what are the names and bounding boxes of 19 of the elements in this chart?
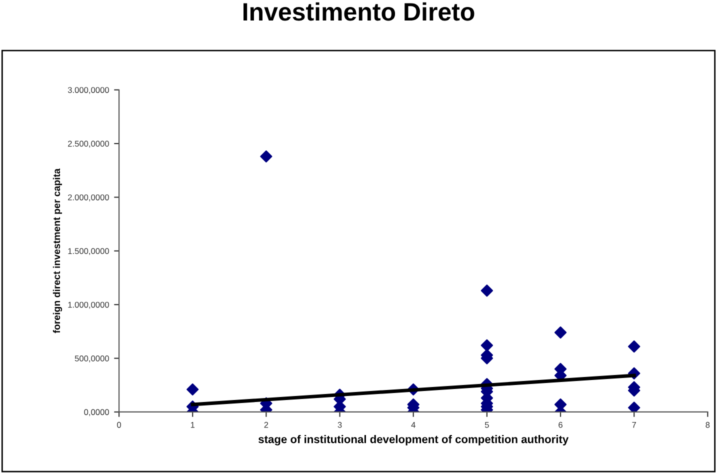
- x-axis-title: stage of institutional development of competition authority: [258, 435, 569, 446]
- chart-title: Investimento Direto: [243, 2, 474, 21]
- x-tick-label: 8: [706, 422, 710, 428]
- y-tick-label: 2.500,0000: [68, 140, 109, 148]
- y-tick-label: 500,0000: [74, 356, 109, 362]
- x-tick-label: 3: [338, 422, 342, 428]
- y-tick-label: 0,0000: [84, 409, 109, 416]
- x-tick-label: 6: [558, 422, 562, 428]
- x-tick-label: 5: [484, 422, 489, 428]
- y-tick-label: 3.000,0000: [68, 87, 109, 94]
- y-tick-label: 2.000,0000: [68, 194, 109, 202]
- x-tick-label: 7: [632, 422, 636, 428]
- x-tick-label: 4: [411, 422, 416, 428]
- x-tick-label: 1: [190, 422, 195, 428]
- x-tick-label: 0: [117, 422, 122, 428]
- y-tick-label: 1.000,0000: [68, 302, 109, 309]
- y-tick-label: 1.500,0000: [68, 248, 109, 256]
- x-tick-label: 2: [264, 422, 268, 428]
- y-axis-title: foreign direct investment per capita: [52, 168, 62, 334]
